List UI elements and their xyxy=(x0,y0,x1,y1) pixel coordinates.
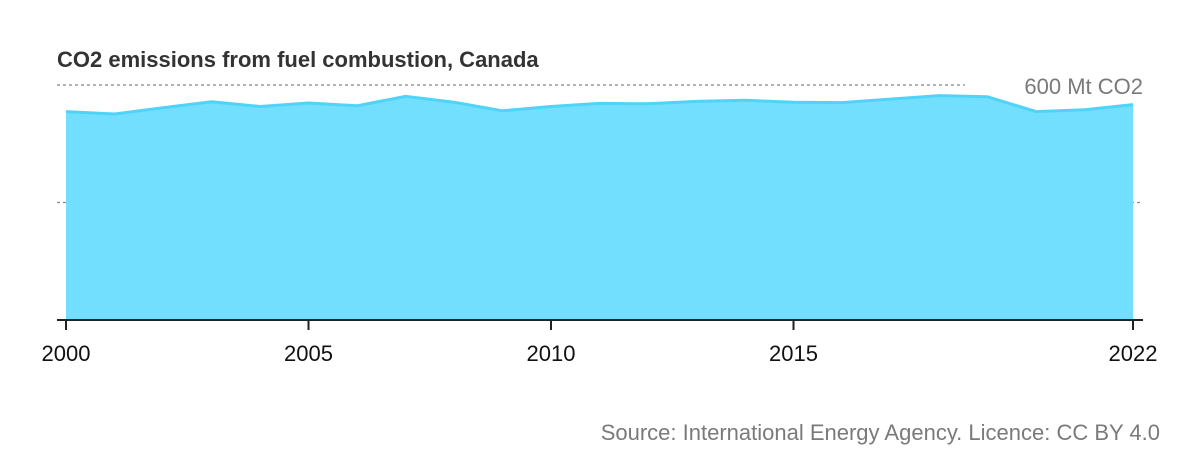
series-area xyxy=(66,95,1133,320)
x-tick-label: 2015 xyxy=(769,341,818,366)
x-tick-label: 2005 xyxy=(284,341,333,366)
x-tick-label: 2022 xyxy=(1109,341,1158,366)
x-tick-label: 2000 xyxy=(42,341,91,366)
x-axis-ticks: 2000 2005 2010 2015 2022 xyxy=(42,320,1158,366)
x-tick-label: 2010 xyxy=(527,341,576,366)
series-line xyxy=(65,94,1134,116)
chart-title: CO2 emissions from fuel combustion, Cana… xyxy=(57,47,539,72)
source-note: Source: International Energy Agency. Lic… xyxy=(601,420,1160,445)
reference-line-label: 600 Mt CO2 xyxy=(1024,74,1143,99)
